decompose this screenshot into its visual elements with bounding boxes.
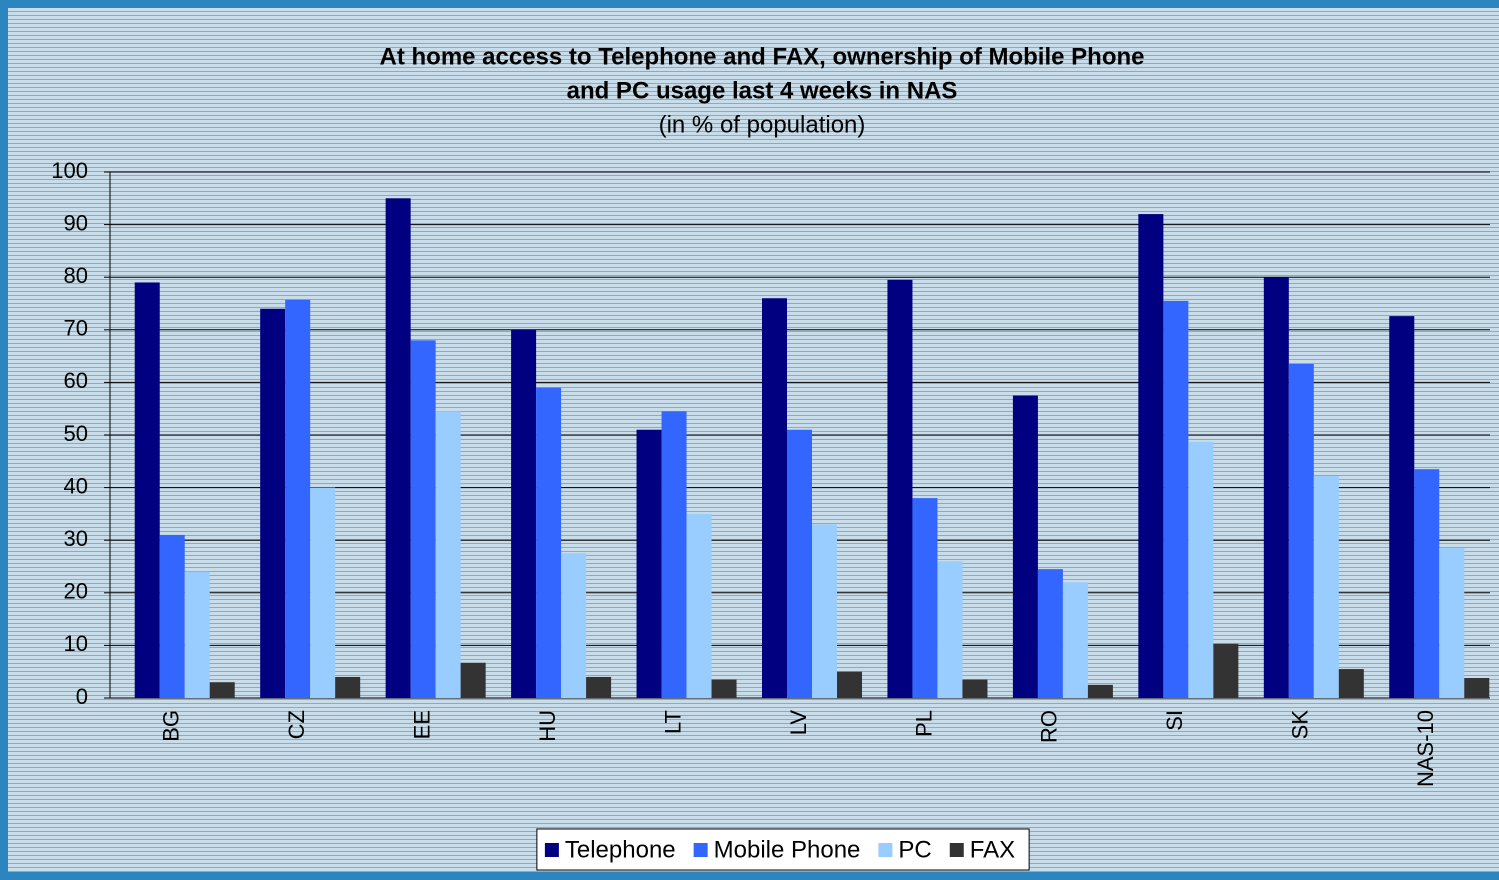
bar xyxy=(184,571,210,698)
bar xyxy=(787,429,812,698)
bar xyxy=(661,411,687,698)
bar xyxy=(310,487,336,698)
bar xyxy=(1188,441,1214,698)
y-tick-label: 10 xyxy=(64,631,88,656)
bar xyxy=(1213,643,1239,698)
bar xyxy=(460,662,486,698)
chart-title: At home access to Telephone and FAX, own… xyxy=(380,43,1145,70)
bar xyxy=(159,534,185,698)
bar xyxy=(762,298,787,698)
bar xyxy=(209,682,235,698)
bar xyxy=(1288,363,1314,698)
bar xyxy=(812,524,837,698)
bar xyxy=(636,429,662,698)
bar xyxy=(887,279,913,698)
bar xyxy=(711,679,737,698)
y-tick-label: 50 xyxy=(64,421,88,446)
legend-label: FAX xyxy=(970,836,1015,863)
x-tick-label: SI xyxy=(1162,710,1187,731)
y-tick-label: 70 xyxy=(64,316,88,341)
y-tick-label: 90 xyxy=(64,210,88,235)
bar xyxy=(285,299,311,698)
y-tick-label: 20 xyxy=(64,579,88,604)
bar xyxy=(1037,569,1063,698)
chart-subtitle: (in % of population) xyxy=(659,111,866,138)
bar xyxy=(1389,316,1415,698)
y-tick-label: 40 xyxy=(64,473,88,498)
bar xyxy=(1062,582,1088,698)
x-tick-label: LT xyxy=(660,710,685,734)
x-tick-label: NAS-10 xyxy=(1413,710,1438,787)
x-tick-label: BG xyxy=(159,710,184,742)
bar xyxy=(586,676,612,698)
legend-label: PC xyxy=(898,836,931,863)
bar xyxy=(260,308,286,698)
legend-swatch xyxy=(544,843,559,857)
bar xyxy=(1439,548,1465,698)
bar xyxy=(385,198,411,699)
bar xyxy=(435,411,461,698)
bar xyxy=(686,513,712,698)
x-tick-label: RO xyxy=(1037,710,1062,743)
bar xyxy=(1263,277,1289,698)
legend-label: Mobile Phone xyxy=(714,836,861,863)
bar xyxy=(1012,395,1038,698)
x-tick-label: LV xyxy=(786,710,811,736)
bar xyxy=(912,498,938,698)
bar xyxy=(1414,469,1440,698)
bar xyxy=(1163,300,1189,698)
y-tick-label: 80 xyxy=(64,263,88,288)
bar xyxy=(937,561,963,698)
x-tick-label: PL xyxy=(911,710,936,737)
chart-title: and PC usage last 4 weeks in NAS xyxy=(567,77,958,104)
bar xyxy=(134,282,160,698)
legend-label: Telephone xyxy=(565,836,676,863)
x-tick-label: CZ xyxy=(284,710,309,739)
bar xyxy=(335,676,361,698)
bar xyxy=(1338,669,1364,698)
legend-swatch xyxy=(878,843,893,857)
bar xyxy=(962,679,988,698)
x-tick-label: SK xyxy=(1288,710,1313,740)
bar xyxy=(536,387,562,698)
bar xyxy=(410,340,436,698)
legend-box xyxy=(536,828,1030,871)
y-tick-label: 0 xyxy=(76,684,88,709)
legend-swatch xyxy=(693,843,708,857)
bar xyxy=(1087,684,1113,698)
bar xyxy=(1138,214,1164,698)
bar xyxy=(1313,476,1339,698)
bar xyxy=(511,329,537,698)
y-tick-label: 30 xyxy=(64,526,88,551)
x-tick-label: HU xyxy=(535,710,560,742)
legend-swatch xyxy=(949,843,964,857)
bar xyxy=(1464,678,1490,698)
bar xyxy=(561,553,587,698)
y-tick-label: 100 xyxy=(51,158,88,183)
y-tick-label: 60 xyxy=(64,368,88,393)
bar xyxy=(837,671,862,698)
x-tick-label: EE xyxy=(409,710,434,739)
